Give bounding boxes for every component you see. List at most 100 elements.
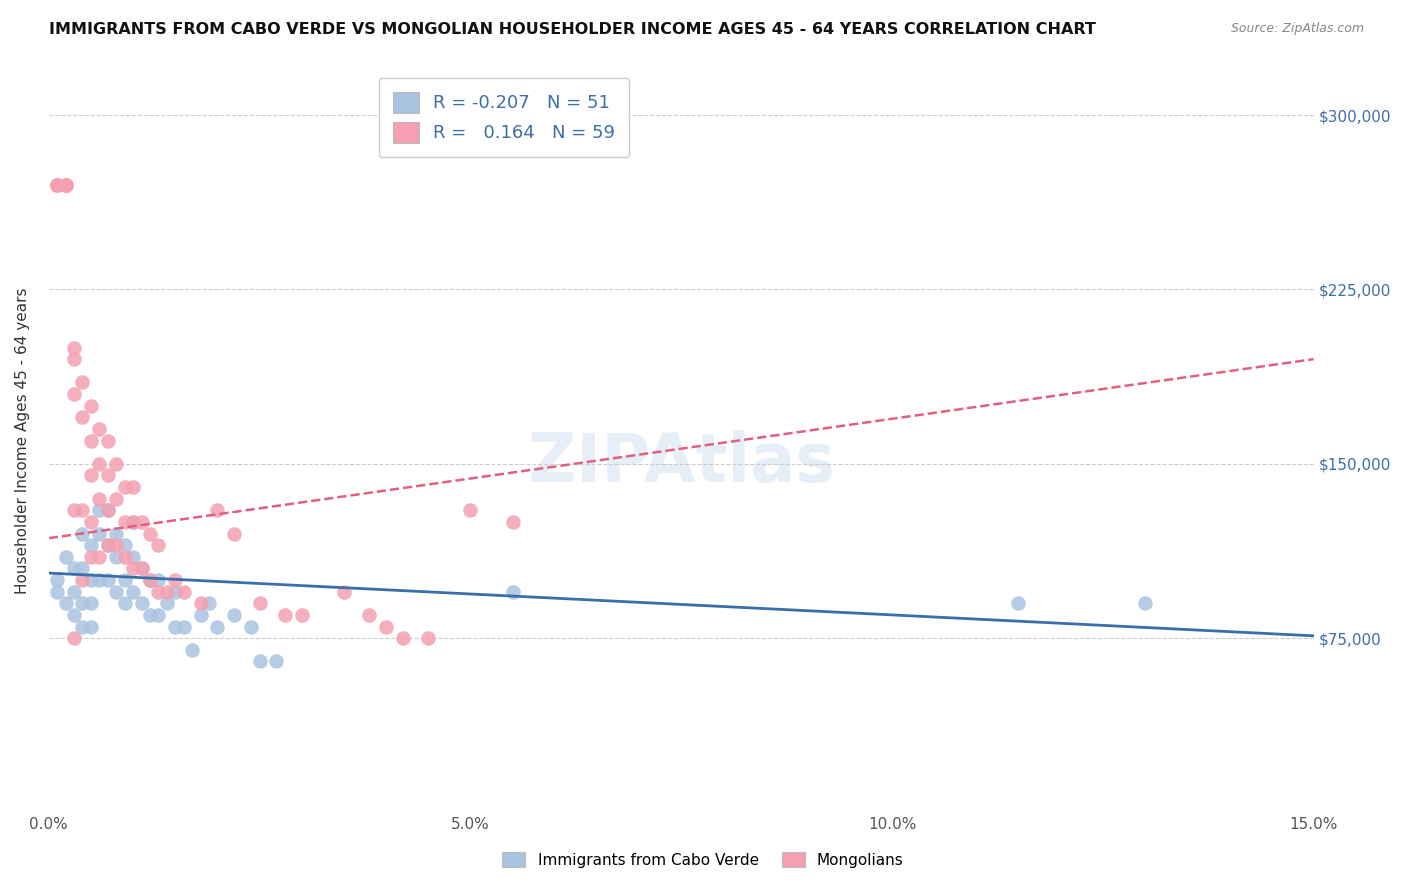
Point [224,526,246,541]
Point [266,654,288,668]
Point [97,538,120,552]
Point [114,480,136,494]
Point [148,584,170,599]
Point [80,434,103,448]
Point [97,503,120,517]
Point [55,596,77,610]
Point [80,538,103,552]
Point [122,480,145,494]
Point [72,561,94,575]
Point [46,573,69,587]
Point [291,607,314,622]
Point [165,573,187,587]
Point [181,642,204,657]
Point [139,573,162,587]
Point [224,607,246,622]
Point [122,561,145,575]
Point [80,619,103,633]
Legend: R = -0.207   N = 51, R =   0.164   N = 59: R = -0.207 N = 51, R = 0.164 N = 59 [378,78,630,157]
Point [173,619,195,633]
Point [105,526,128,541]
Point [375,619,398,633]
Point [89,422,111,436]
Point [89,526,111,541]
Point [148,573,170,587]
Point [502,515,524,529]
Point [165,619,187,633]
Point [333,584,356,599]
Point [105,584,128,599]
Point [1133,596,1156,610]
Y-axis label: Householder Income Ages 45 - 64 years: Householder Income Ages 45 - 64 years [15,287,30,594]
Point [46,178,69,192]
Point [63,607,86,622]
Point [502,584,524,599]
Point [165,584,187,599]
Point [72,503,94,517]
Point [105,538,128,552]
Point [80,399,103,413]
Point [80,596,103,610]
Point [72,376,94,390]
Point [114,596,136,610]
Text: Source: ZipAtlas.com: Source: ZipAtlas.com [1230,22,1364,36]
Point [55,178,77,192]
Point [131,561,153,575]
Point [131,561,153,575]
Point [139,607,162,622]
Text: IMMIGRANTS FROM CABO VERDE VS MONGOLIAN HOUSEHOLDER INCOME AGES 45 - 64 YEARS CO: IMMIGRANTS FROM CABO VERDE VS MONGOLIAN … [49,22,1097,37]
Point [156,596,179,610]
Point [139,526,162,541]
Point [105,457,128,471]
Point [148,538,170,552]
Point [63,561,86,575]
Point [274,607,297,622]
Point [122,549,145,564]
Point [359,607,381,622]
Point [173,584,195,599]
Point [207,619,229,633]
Point [63,584,86,599]
Point [97,434,120,448]
Point [72,410,94,425]
Point [114,538,136,552]
Point [89,491,111,506]
Point [190,596,212,610]
Point [207,503,229,517]
Point [80,468,103,483]
Legend: Immigrants from Cabo Verde, Mongolians: Immigrants from Cabo Verde, Mongolians [495,844,911,875]
Point [46,584,69,599]
Point [63,631,86,645]
Point [460,503,482,517]
Point [89,503,111,517]
Point [89,549,111,564]
Point [63,387,86,401]
Point [55,178,77,192]
Point [198,596,221,610]
Point [131,515,153,529]
Point [97,538,120,552]
Point [249,654,271,668]
Text: ZIPAtlas: ZIPAtlas [527,430,835,496]
Point [63,341,86,355]
Point [122,515,145,529]
Point [122,515,145,529]
Point [46,178,69,192]
Point [249,596,271,610]
Point [418,631,440,645]
Point [240,619,263,633]
Point [139,573,162,587]
Point [97,503,120,517]
Point [80,515,103,529]
Point [72,573,94,587]
Point [72,526,94,541]
Point [190,607,212,622]
Point [97,468,120,483]
Point [105,549,128,564]
Point [63,503,86,517]
Point [122,584,145,599]
Point [63,352,86,367]
Point [80,549,103,564]
Point [114,515,136,529]
Point [72,596,94,610]
